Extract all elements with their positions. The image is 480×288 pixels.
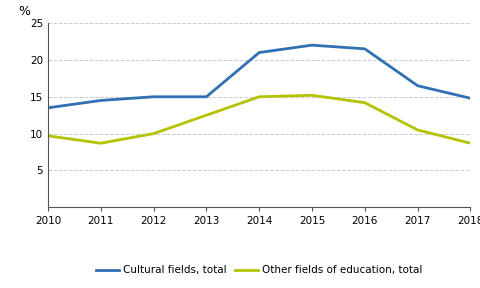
Other fields of education, total [468, 141, 473, 145]
Cultural fields, total [204, 95, 209, 98]
Cultural fields, total [98, 99, 104, 102]
Other fields of education, total [309, 94, 315, 97]
Text: %: % [18, 5, 30, 18]
Cultural fields, total [256, 51, 262, 54]
Cultural fields, total [45, 106, 51, 109]
Cultural fields, total [415, 84, 420, 88]
Other fields of education, total [151, 132, 156, 135]
Other fields of education, total [204, 113, 209, 117]
Cultural fields, total [468, 96, 473, 100]
Other fields of education, total [415, 128, 420, 132]
Other fields of education, total [256, 95, 262, 98]
Legend: Cultural fields, total, Other fields of education, total: Cultural fields, total, Other fields of … [92, 261, 427, 280]
Other fields of education, total [45, 134, 51, 138]
Cultural fields, total [309, 43, 315, 47]
Other fields of education, total [98, 141, 104, 145]
Line: Cultural fields, total: Cultural fields, total [48, 45, 470, 108]
Other fields of education, total [362, 101, 368, 104]
Line: Other fields of education, total: Other fields of education, total [48, 95, 470, 143]
Cultural fields, total [151, 95, 156, 98]
Cultural fields, total [362, 47, 368, 51]
